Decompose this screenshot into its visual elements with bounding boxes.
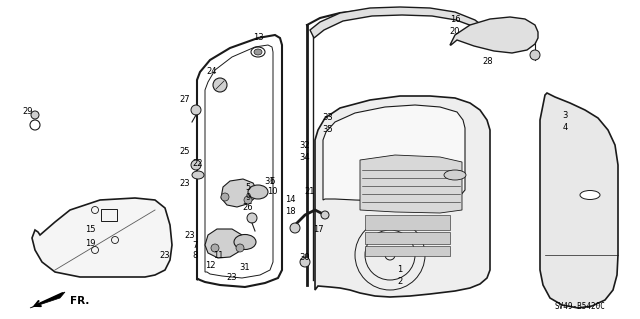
Ellipse shape: [444, 170, 466, 180]
Text: 17: 17: [313, 226, 323, 234]
Text: 34: 34: [300, 153, 310, 162]
Text: 12: 12: [205, 261, 215, 270]
Text: 15: 15: [84, 226, 95, 234]
Polygon shape: [30, 292, 65, 308]
Text: 29: 29: [23, 108, 33, 116]
Text: 23: 23: [180, 179, 190, 188]
Text: 28: 28: [483, 57, 493, 66]
Text: SV49-B5420C: SV49-B5420C: [555, 302, 605, 311]
Text: 22: 22: [193, 159, 204, 167]
Polygon shape: [323, 105, 465, 201]
Ellipse shape: [580, 190, 600, 199]
Polygon shape: [540, 93, 618, 308]
Text: 27: 27: [180, 95, 190, 105]
Text: 26: 26: [243, 203, 253, 211]
Bar: [365, 232, 450, 244]
Text: 14: 14: [285, 196, 295, 204]
Circle shape: [290, 223, 300, 233]
Polygon shape: [315, 96, 490, 297]
Text: 1: 1: [397, 265, 403, 275]
Circle shape: [300, 257, 310, 267]
Circle shape: [191, 160, 201, 170]
Text: 23: 23: [227, 273, 237, 283]
Text: 9: 9: [245, 194, 251, 203]
Ellipse shape: [192, 171, 204, 179]
Text: 32: 32: [300, 140, 310, 150]
Circle shape: [221, 193, 229, 201]
Text: 24: 24: [207, 68, 217, 77]
Text: 13: 13: [253, 33, 263, 42]
Polygon shape: [205, 229, 244, 258]
Polygon shape: [32, 198, 172, 277]
Text: 3: 3: [563, 110, 568, 120]
Ellipse shape: [254, 49, 262, 55]
Text: 21: 21: [305, 188, 316, 197]
Text: 19: 19: [84, 239, 95, 248]
Ellipse shape: [248, 185, 268, 199]
Text: 25: 25: [180, 147, 190, 157]
Circle shape: [247, 213, 257, 223]
Text: 31: 31: [265, 177, 275, 187]
Text: 10: 10: [267, 188, 277, 197]
Text: 16: 16: [450, 16, 460, 25]
Circle shape: [244, 196, 252, 204]
Text: 11: 11: [212, 250, 223, 259]
Text: 20: 20: [450, 27, 460, 36]
Circle shape: [211, 244, 219, 252]
Circle shape: [31, 111, 39, 119]
Text: 5: 5: [245, 183, 251, 192]
Ellipse shape: [234, 234, 256, 249]
Text: 18: 18: [285, 207, 295, 217]
Circle shape: [530, 50, 540, 60]
Text: 7: 7: [192, 241, 198, 249]
Text: 23: 23: [185, 231, 195, 240]
Text: 6: 6: [269, 177, 275, 187]
Circle shape: [236, 244, 244, 252]
Bar: [365, 246, 450, 256]
Text: 33: 33: [323, 114, 333, 122]
Circle shape: [191, 105, 201, 115]
Text: 23: 23: [160, 250, 170, 259]
Polygon shape: [310, 7, 495, 42]
Bar: [365, 215, 450, 230]
Circle shape: [321, 211, 329, 219]
Text: FR.: FR.: [70, 296, 90, 306]
Text: 2: 2: [397, 278, 403, 286]
Text: 8: 8: [192, 250, 198, 259]
Circle shape: [213, 78, 227, 92]
Text: 31: 31: [240, 263, 250, 272]
Polygon shape: [450, 17, 538, 53]
Polygon shape: [360, 155, 462, 213]
Polygon shape: [221, 179, 257, 207]
Text: 35: 35: [323, 125, 333, 135]
Text: 30: 30: [300, 254, 310, 263]
Text: 4: 4: [563, 123, 568, 132]
